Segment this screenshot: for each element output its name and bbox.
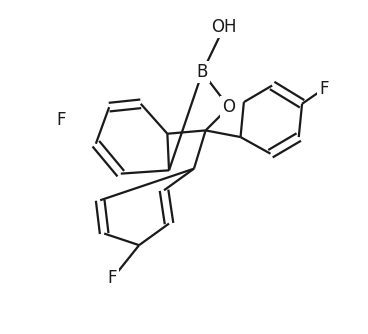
Text: F: F	[319, 80, 329, 98]
Text: B: B	[197, 63, 208, 81]
Text: F: F	[108, 270, 117, 288]
Text: OH: OH	[211, 18, 237, 36]
Text: F: F	[56, 112, 66, 130]
Text: O: O	[222, 98, 236, 116]
